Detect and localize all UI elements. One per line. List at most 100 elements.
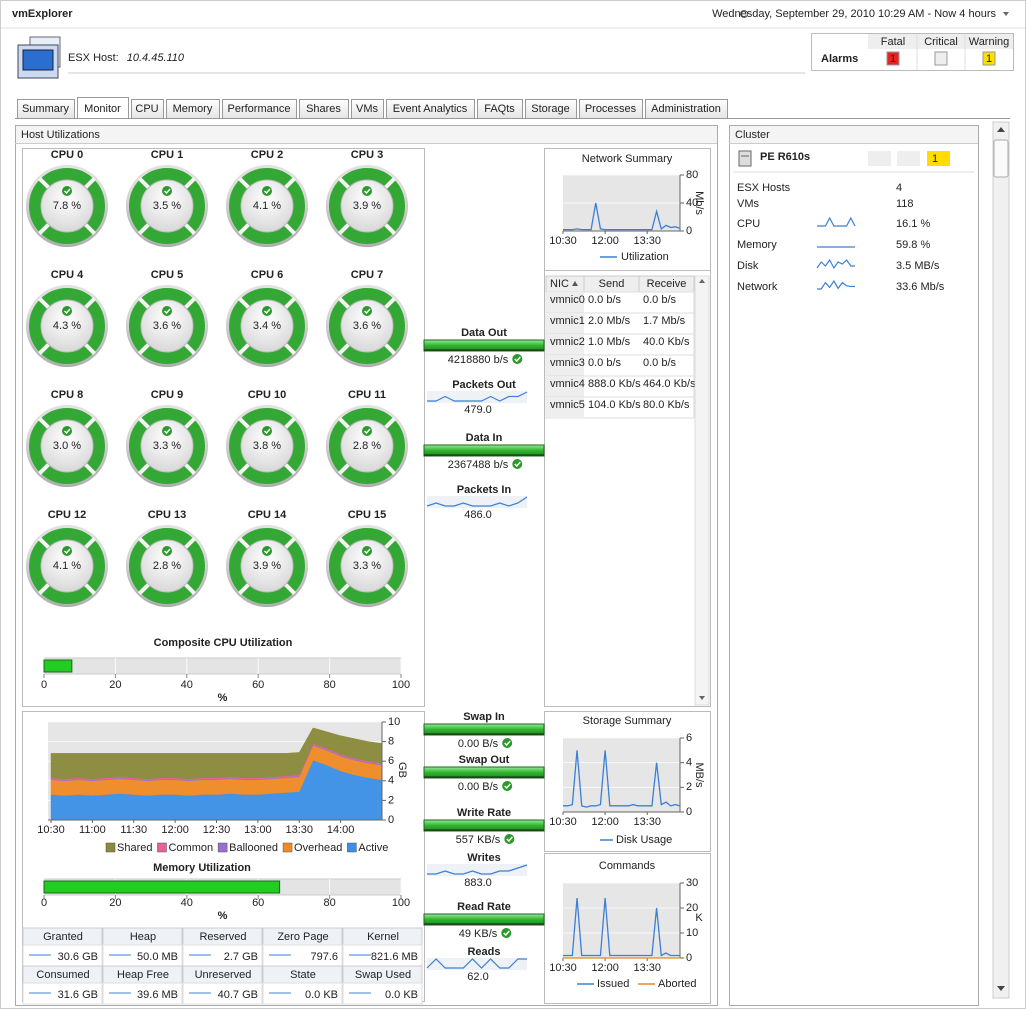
io-value: 0.00 B/s: [458, 738, 499, 750]
nic-column[interactable]: Send: [599, 278, 625, 290]
status-ok-check: [363, 308, 371, 315]
y-tick-label: 0: [686, 952, 692, 964]
legend-label: Overhead: [294, 842, 342, 854]
host-name: 10.4.45.110: [127, 52, 185, 64]
nic-scroll-down[interactable]: [699, 696, 705, 700]
tab[interactable]: [17, 99, 75, 119]
io-label: Swap Out: [459, 754, 510, 766]
alarm-cell[interactable]: [934, 51, 948, 66]
tab-label[interactable]: Memory: [173, 103, 213, 115]
tab[interactable]: [645, 99, 728, 119]
tab-label[interactable]: Shares: [306, 103, 341, 115]
cpu-usage: 7.8 %: [53, 200, 81, 212]
timeframe-icon: [740, 10, 748, 18]
status-ok-check: [63, 308, 71, 315]
scroll-thumb[interactable]: [993, 139, 1009, 178]
nic-cell: vmnic1: [550, 315, 585, 327]
alarm-cell[interactable]: [982, 51, 996, 66]
gauge-gap: [238, 462, 251, 475]
io-label: Writes: [467, 852, 500, 864]
tab-label[interactable]: VMs: [356, 103, 379, 115]
cpu-usage: 4.1 %: [253, 200, 281, 212]
tab-label[interactable]: Performance: [228, 103, 291, 115]
gauge-gap: [383, 222, 396, 235]
cpu-usage: 3.6 %: [353, 320, 381, 332]
tab[interactable]: [131, 99, 164, 119]
tab[interactable]: [222, 99, 297, 119]
chart-title: Network Summary: [582, 153, 673, 165]
timeframe[interactable]: Wednesday, September 29, 2010 10:29 AM -…: [712, 8, 996, 20]
gauge-gap: [283, 297, 296, 310]
cluster-value: 118: [896, 198, 914, 210]
status-ok-icon: [162, 306, 172, 316]
mem-label: State: [290, 969, 316, 981]
x-tick-label: 11:30: [120, 824, 147, 836]
cluster-name[interactable]: PE R610s: [760, 151, 810, 163]
cluster-alarm[interactable]: [927, 151, 950, 166]
sparkline: [427, 391, 528, 402]
bar-tick-label: 80: [323, 679, 335, 691]
tab-label[interactable]: Processes: [585, 103, 637, 115]
tab-label[interactable]: Monitor: [84, 103, 121, 115]
scroll-down[interactable]: [997, 986, 1005, 991]
gauge-gap: [183, 222, 196, 235]
timeframe-dropdown[interactable]: [1003, 12, 1009, 16]
gauge-gap: [138, 417, 151, 430]
status-ok-icon: [62, 306, 72, 316]
tab-label[interactable]: Event Analytics: [393, 103, 468, 115]
tab-label[interactable]: Summary: [22, 103, 70, 115]
io-label: Read Rate: [457, 901, 511, 913]
tab[interactable]: [166, 99, 220, 119]
tab[interactable]: [386, 99, 475, 119]
nic-scroll-up[interactable]: [699, 279, 705, 283]
nic-column[interactable]: NIC: [550, 278, 569, 290]
tab[interactable]: [525, 99, 577, 119]
nic-column[interactable]: Receive: [647, 278, 687, 290]
x-tick-label: 10:30: [549, 816, 577, 828]
mem-value: 2.7 GB: [224, 951, 258, 963]
status-ok-check: [514, 461, 521, 468]
axis-unit: MB/s: [693, 762, 705, 788]
cluster-value: 4: [896, 182, 902, 194]
scroll-up[interactable]: [997, 127, 1005, 132]
status-ok-check: [503, 930, 510, 937]
gauge-face: [40, 299, 94, 353]
cluster-alarm[interactable]: [868, 151, 891, 166]
tab-label[interactable]: Administration: [651, 103, 721, 115]
cluster-alarm[interactable]: [897, 151, 920, 166]
gauge-gap: [283, 462, 296, 475]
mem-value: 0.0 KB: [385, 989, 418, 1001]
status-ok-icon: [512, 459, 523, 469]
nic-cell: 80.0 Kb/s: [643, 399, 690, 411]
status-ok-icon: [362, 186, 372, 196]
tab-label[interactable]: FAQts: [484, 103, 515, 115]
nic-cell: 0.0 b/s: [643, 357, 677, 369]
y-tick-label: 0: [388, 814, 394, 826]
chart-line: [563, 202, 681, 231]
nic-cell: vmnic2: [550, 336, 585, 348]
gauge-gap: [238, 582, 251, 595]
nic-cell: 0.0 b/s: [588, 294, 622, 306]
io-meter: [423, 819, 545, 832]
tab[interactable]: [299, 99, 349, 119]
memory-util-title: Memory Utilization: [153, 862, 251, 874]
tab-label[interactable]: Storage: [531, 103, 570, 115]
tab-active[interactable]: [77, 97, 129, 119]
alarm-cell[interactable]: [886, 51, 900, 66]
x-tick-label: 13:30: [633, 235, 661, 247]
mem-label: Heap Free: [117, 969, 169, 981]
tab-label[interactable]: CPU: [135, 103, 158, 115]
nic-scroll[interactable]: [694, 275, 710, 706]
scrollbar-track[interactable]: [992, 121, 1010, 999]
cluster-value: 33.6 Mb/s: [896, 281, 945, 293]
tab[interactable]: [351, 99, 384, 119]
status-ok-icon: [362, 426, 372, 436]
gauge-gap: [38, 462, 51, 475]
tab[interactable]: [477, 99, 523, 119]
status-ok-check: [163, 548, 171, 555]
cpu-usage: 4.1 %: [53, 560, 81, 572]
tab[interactable]: [579, 99, 643, 119]
status-ok-check: [263, 188, 271, 195]
gauge-gap: [38, 582, 51, 595]
